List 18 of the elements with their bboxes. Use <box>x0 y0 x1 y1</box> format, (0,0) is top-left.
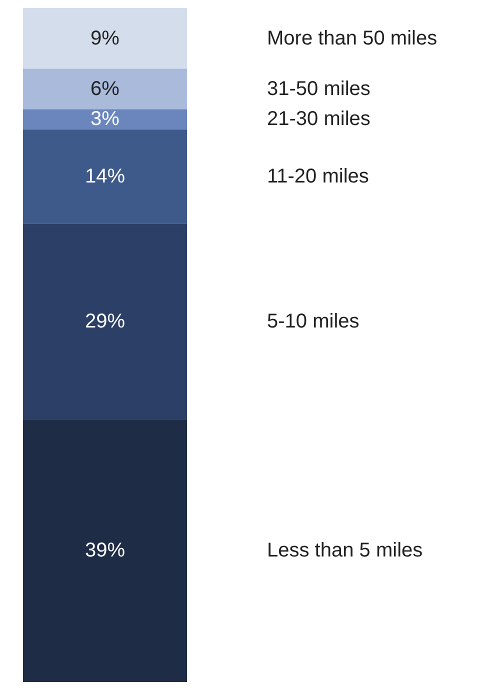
bar <box>23 68 187 110</box>
data-label: 3% <box>90 108 120 130</box>
text: 11-20 miles <box>267 166 369 188</box>
data-label: 6% <box>90 78 120 100</box>
text: 21-30 miles <box>267 108 370 130</box>
text: 31-50 miles <box>267 78 370 100</box>
data-label: 14% <box>84 166 126 188</box>
data-label: 39% <box>84 540 126 562</box>
bar <box>23 8 187 69</box>
text: 5-10 miles <box>267 310 360 332</box>
bar <box>23 109 187 130</box>
bar <box>23 129 187 224</box>
data-label: 9% <box>90 27 120 50</box>
bar <box>23 224 187 420</box>
text: More than 50 miles <box>267 27 438 50</box>
bar <box>23 419 187 682</box>
data-label: 29% <box>84 310 126 332</box>
text: Less than 5 miles <box>267 540 423 562</box>
